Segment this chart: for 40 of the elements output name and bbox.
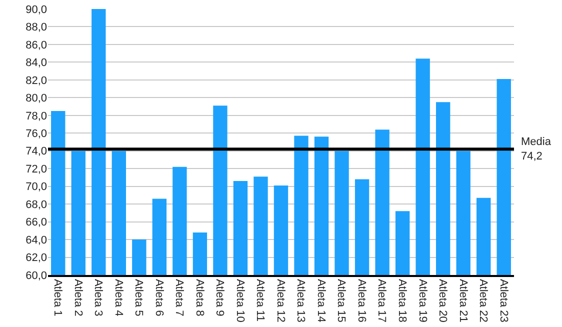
x-tick-label: Atleta 21 xyxy=(456,278,469,322)
x-tick-label: Atleta 12 xyxy=(274,278,286,322)
x-tick-label: Atleta 16 xyxy=(355,278,368,322)
x-tick-label: Atleta 3 xyxy=(92,278,104,316)
y-tick-label: 78,0 xyxy=(26,110,47,122)
x-tick-label: Atleta 17 xyxy=(376,278,388,322)
y-tick-label: 80,0 xyxy=(26,92,47,105)
y-tick-label: 72,0 xyxy=(26,163,47,176)
x-tick-label: Atleta 4 xyxy=(112,278,124,316)
x-tick-label: Atleta 10 xyxy=(234,278,246,322)
x-tick-label: Atleta 23 xyxy=(497,278,510,322)
y-tick-label: 90,0 xyxy=(26,4,47,16)
x-tick-label: Atleta 22 xyxy=(477,278,490,322)
x-tick-label: Atleta 2 xyxy=(72,278,84,316)
y-tick-label: 62,0 xyxy=(26,252,47,264)
x-tick-label: Atleta 9 xyxy=(214,278,226,316)
x-tick-label: Atleta 20 xyxy=(436,278,449,322)
x-tick-label: Atleta 8 xyxy=(193,278,206,316)
x-tick-label: Atleta 19 xyxy=(416,278,428,322)
y-tick-label: 82,0 xyxy=(26,74,47,87)
x-tick-label: Atleta 5 xyxy=(132,278,145,316)
x-tick-label: Atleta 15 xyxy=(335,278,348,322)
y-tick-label: 66,0 xyxy=(26,216,47,229)
x-tick-label: Atleta 11 xyxy=(254,278,266,322)
y-tick-label: 64,0 xyxy=(26,234,47,246)
y-tick-label: 70,0 xyxy=(26,181,47,194)
x-tick-label: Atleta 7 xyxy=(173,278,186,316)
y-tick-label: 86,0 xyxy=(26,39,47,52)
y-tick-label: 88,0 xyxy=(26,22,47,34)
x-tick-label: Atleta 14 xyxy=(314,278,327,322)
y-tick-label: 60,0 xyxy=(26,270,47,282)
x-tick-label: Atleta 13 xyxy=(294,278,307,322)
x-tick-label: Atleta 6 xyxy=(152,278,165,316)
y-tick-label: 76,0 xyxy=(26,128,47,140)
y-tick-label: 84,0 xyxy=(26,57,47,70)
x-tick-label: Atleta 18 xyxy=(396,278,408,322)
y-tick-label: 68,0 xyxy=(26,198,47,211)
ref-line-label: Media 74,2 xyxy=(521,136,552,162)
y-tick-label: 74,0 xyxy=(26,146,47,158)
x-tick-label: Atleta 1 xyxy=(52,278,64,316)
